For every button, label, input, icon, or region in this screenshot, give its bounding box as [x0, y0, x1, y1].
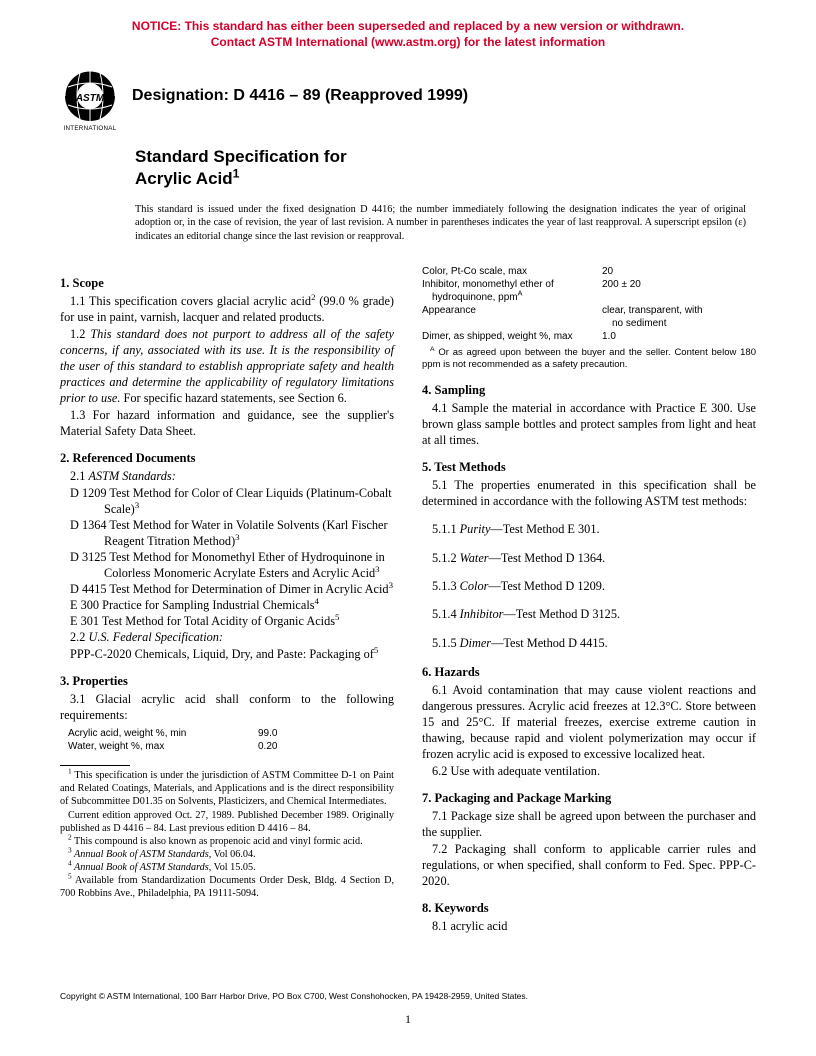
- section-5.1: 5.1 The properties enumerated in this sp…: [422, 478, 756, 510]
- test-method-item: 5.1.2 Water—Test Method D 1364.: [432, 551, 756, 567]
- footnote-1: 1 This specification is under the jurisd…: [60, 769, 394, 808]
- section-3.1: 3.1 Glacial acrylic acid shall conform t…: [60, 692, 394, 724]
- section-7.1: 7.1 Package size shall be agreed upon be…: [422, 809, 756, 841]
- header-row: ASTM INTERNATIONAL Designation: D 4416 –…: [60, 70, 756, 132]
- section-8-head: 8. Keywords: [422, 900, 756, 916]
- section-4-head: 4. Sampling: [422, 382, 756, 398]
- table-footnote-a: A Or as agreed upon between the buyer an…: [422, 347, 756, 372]
- section-6.2: 6.2 Use with adequate ventilation.: [422, 764, 756, 780]
- right-column: Color, Pt-Co scale, max20Inhibitor, mono…: [422, 265, 756, 936]
- astm-ref: D 4415 Test Method for Determination of …: [60, 582, 394, 598]
- test-method-item: 5.1.3 Color—Test Method D 1209.: [432, 579, 756, 595]
- title-line2: Acrylic Acid: [135, 169, 233, 188]
- svg-text:INTERNATIONAL: INTERNATIONAL: [64, 125, 117, 132]
- section-6-head: 6. Hazards: [422, 664, 756, 680]
- two-column-body: 1. Scope 1.1 This specification covers g…: [60, 265, 756, 936]
- section-1.3: 1.3 For hazard information and guidance,…: [60, 408, 394, 440]
- svg-text:ASTM: ASTM: [75, 93, 105, 104]
- copyright-line: Copyright © ASTM International, 100 Barr…: [60, 991, 528, 1002]
- section-2-head: 2. Referenced Documents: [60, 450, 394, 466]
- designation-line: Designation: D 4416 – 89 (Reapproved 199…: [132, 86, 468, 117]
- page-number: 1: [0, 1012, 816, 1028]
- page: NOTICE: This standard has either been su…: [0, 0, 816, 1056]
- section-1.2: 1.2 This standard does not purport to ad…: [60, 327, 394, 407]
- section-7.2: 7.2 Packaging shall conform to applicabl…: [422, 842, 756, 890]
- test-method-item: 5.1.5 Dimer—Test Method D 4415.: [432, 636, 756, 652]
- notice-banner: NOTICE: This standard has either been su…: [60, 18, 756, 50]
- test-method-item: 5.1.1 Purity—Test Method E 301.: [432, 522, 756, 538]
- section-6.1: 6.1 Avoid contamination that may cause v…: [422, 683, 756, 763]
- astm-ref: D 1364 Test Method for Water in Volatile…: [60, 518, 394, 550]
- astm-ref: D 3125 Test Method for Monomethyl Ether …: [60, 550, 394, 582]
- section-4.1: 4.1 Sample the material in accordance wi…: [422, 401, 756, 449]
- document-title: Standard Specification for Acrylic Acid1: [135, 146, 756, 189]
- section-7-head: 7. Packaging and Package Marking: [422, 790, 756, 806]
- section-2.2: 2.2 U.S. Federal Specification:: [60, 630, 394, 646]
- footnote-1b: Current edition approved Oct. 27, 1989. …: [60, 809, 394, 835]
- astm-ref: E 300 Practice for Sampling Industrial C…: [60, 598, 394, 614]
- footnote-5: 5 Available from Standardization Documen…: [60, 874, 394, 900]
- title-line1: Standard Specification for: [135, 147, 347, 166]
- section-1-head: 1. Scope: [60, 275, 394, 291]
- footnote-2: 2 This compound is also known as propeno…: [60, 835, 394, 848]
- test-method-item: 5.1.4 Inhibitor—Test Method D 3125.: [432, 607, 756, 623]
- section-2.1: 2.1 ASTM Standards:: [60, 469, 394, 485]
- astm-logo-icon: ASTM INTERNATIONAL: [60, 70, 120, 132]
- section-3-head: 3. Properties: [60, 673, 394, 689]
- fed-spec-ref: PPP-C-2020 Chemicals, Liquid, Dry, and P…: [60, 647, 394, 663]
- astm-standards-list: D 1209 Test Method for Color of Clear Li…: [60, 486, 394, 630]
- section-1.1: 1.1 This specification covers glacial ac…: [60, 294, 394, 326]
- properties-table-right: Color, Pt-Co scale, max20Inhibitor, mono…: [422, 265, 756, 343]
- properties-table-left: Acrylic acid, weight %, min99.0Water, we…: [68, 727, 394, 753]
- astm-ref: E 301 Test Method for Total Acidity of O…: [60, 614, 394, 630]
- footnotes: 1 This specification is under the jurisd…: [60, 769, 394, 899]
- left-column: 1. Scope 1.1 This specification covers g…: [60, 265, 394, 936]
- test-methods-list: 5.1.1 Purity—Test Method E 301. 5.1.2 Wat…: [422, 522, 756, 651]
- astm-ref: D 1209 Test Method for Color of Clear Li…: [60, 486, 394, 518]
- notice-line1: NOTICE: This standard has either been su…: [132, 19, 684, 33]
- issuance-note: This standard is issued under the fixed …: [135, 203, 746, 243]
- footnote-3: 3 Annual Book of ASTM Standards, Vol 06.…: [60, 848, 394, 861]
- notice-line2: Contact ASTM International (www.astm.org…: [211, 35, 605, 49]
- footnote-4: 4 Annual Book of ASTM Standards, Vol 15.…: [60, 861, 394, 874]
- astm-logo: ASTM INTERNATIONAL: [60, 70, 120, 132]
- title-sup: 1: [233, 166, 240, 180]
- section-8.1: 8.1 acrylic acid: [422, 919, 756, 935]
- section-5-head: 5. Test Methods: [422, 459, 756, 475]
